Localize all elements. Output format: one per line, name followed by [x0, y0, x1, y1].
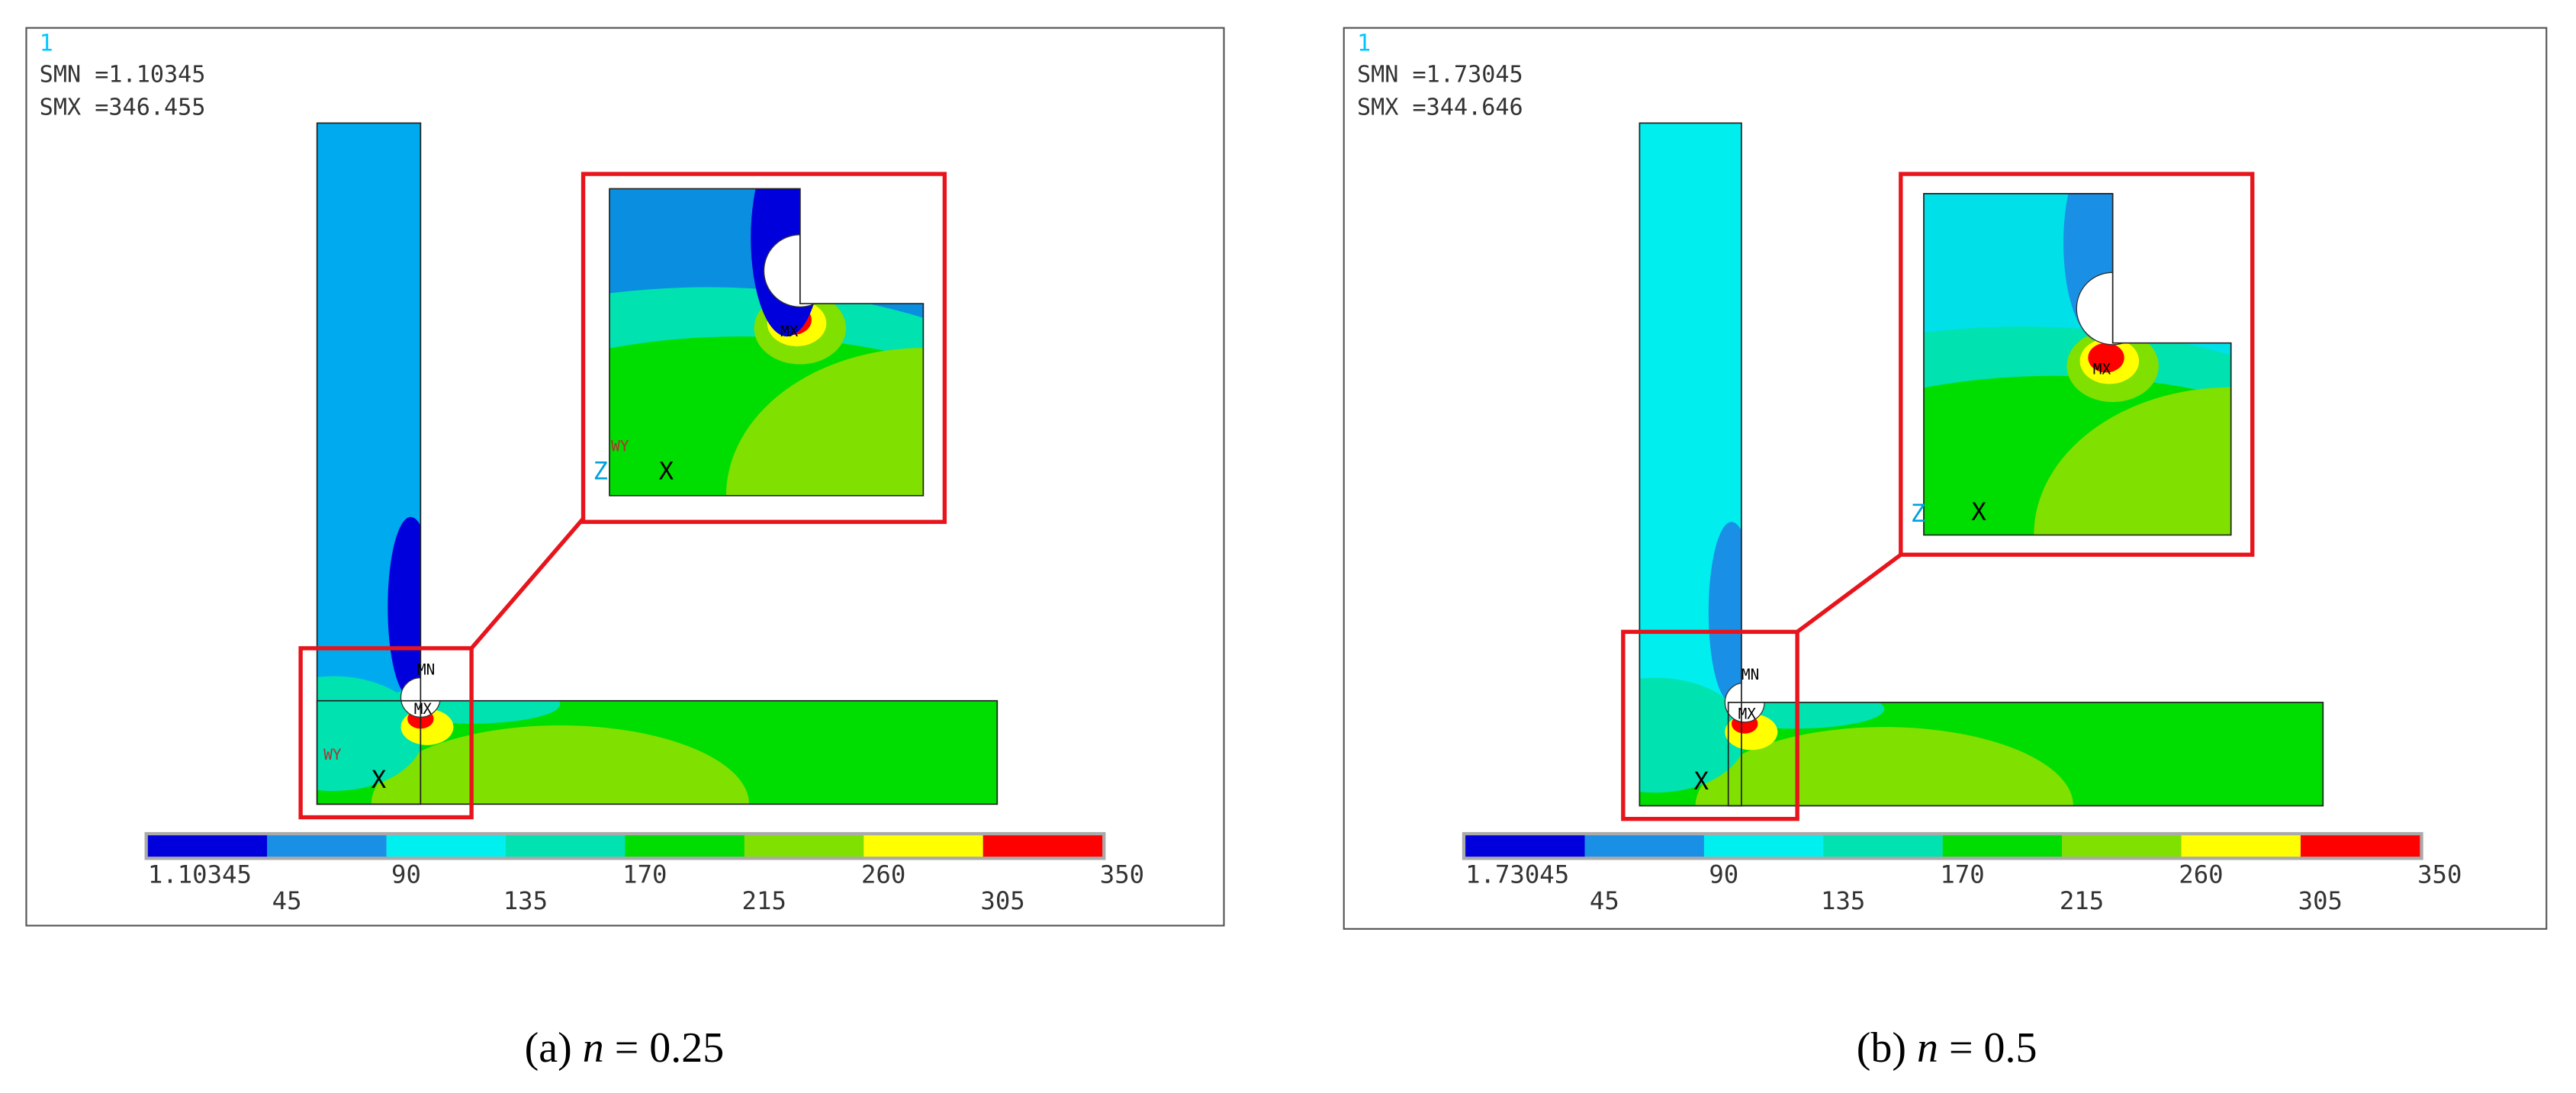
legend-label: 135 [503, 886, 548, 915]
contour [2034, 387, 2231, 535]
zoom-box [580, 172, 947, 524]
legend-swatch [1465, 835, 1585, 857]
smx-label: SMX =346.455 [40, 95, 206, 121]
inset-outline [609, 188, 925, 497]
legend-swatch [982, 835, 1103, 857]
legend-label: 350 [2417, 860, 2462, 889]
legend-swatch [744, 835, 864, 857]
model-outline [1639, 122, 1742, 807]
contour [2088, 342, 2124, 373]
set-label: 1 [1357, 31, 1371, 57]
mn-label: MN [417, 661, 435, 678]
legend-swatch [2181, 835, 2301, 857]
model-outline [1727, 702, 2324, 807]
triad-label: X [1971, 497, 1986, 526]
caption-suffix: = 0.5 [1938, 1024, 2037, 1072]
triad-label: X [1693, 767, 1709, 796]
model-outline [316, 699, 999, 805]
mx-label: MX [1738, 705, 1757, 722]
zoom-link [470, 517, 585, 650]
mx-label: MX [2093, 361, 2111, 378]
legend-label: 260 [861, 860, 905, 889]
triad-label: WY [611, 438, 629, 455]
legend-label: 90 [391, 860, 421, 889]
legend-swatch [2062, 835, 2182, 857]
smn-label: SMN =1.10345 [40, 62, 206, 88]
zoom-box [1621, 629, 1799, 821]
legend-swatch [1823, 835, 1943, 857]
legend-label: 260 [2179, 860, 2223, 889]
legend-label: 215 [742, 886, 786, 915]
legend-label: 1.10345 [148, 860, 252, 889]
triad-label: X [371, 765, 387, 794]
legend-label: 90 [1709, 860, 1738, 889]
triad-label: Z [1911, 499, 1925, 528]
legend-label: 350 [1100, 860, 1144, 889]
triad-label: WY [323, 746, 342, 763]
contour [725, 348, 924, 496]
legend-swatch [863, 835, 983, 857]
model [1639, 123, 2324, 806]
inset-outline [1923, 193, 2232, 536]
caption: (a) n = 0.25 [525, 1024, 725, 1072]
mx-label: MX [414, 700, 433, 718]
contour [1639, 677, 1747, 793]
zoom-box [1899, 172, 2255, 557]
caption-variable: n [1917, 1024, 1938, 1072]
caption: (b) n = 0.5 [1857, 1024, 2037, 1072]
legend-swatch [147, 835, 268, 857]
zoom-box [298, 646, 474, 820]
caption-prefix: (a) [525, 1024, 583, 1072]
contour [317, 676, 424, 792]
smx-label: SMX =344.646 [1357, 95, 1523, 121]
legend-label: 170 [622, 860, 667, 889]
legend-swatch [625, 835, 744, 857]
legend-swatch [2300, 835, 2420, 857]
legend-label: 170 [1940, 860, 1984, 889]
contour [1695, 727, 2073, 806]
legend-label: 45 [272, 886, 302, 915]
legend-label: 215 [2060, 886, 2104, 915]
legend-swatch [1703, 835, 1824, 857]
triad-label: Z [593, 456, 607, 485]
contour [371, 725, 750, 805]
smn-label: SMN =1.73045 [1357, 62, 1523, 88]
legend-swatch [267, 835, 387, 857]
mx-label: MX [780, 323, 799, 340]
legend-label: 135 [1821, 886, 1865, 915]
zoom-link [1796, 553, 1902, 634]
legend-label: 1.73045 [1465, 860, 1569, 889]
legend-swatch [386, 835, 507, 857]
legend-swatch [1584, 835, 1704, 857]
legend-label: 305 [2298, 886, 2343, 915]
legend-label: 305 [980, 886, 1024, 915]
legend-swatch [1942, 835, 2063, 857]
legend-label: 45 [1590, 886, 1619, 915]
mn-label: MN [1741, 666, 1759, 683]
caption-variable: n [583, 1024, 604, 1072]
caption-suffix: = 0.25 [604, 1024, 725, 1072]
triad-label: X [659, 456, 674, 485]
set-label: 1 [40, 31, 53, 57]
legend-swatch [506, 835, 626, 857]
caption-prefix: (b) [1857, 1024, 1917, 1072]
